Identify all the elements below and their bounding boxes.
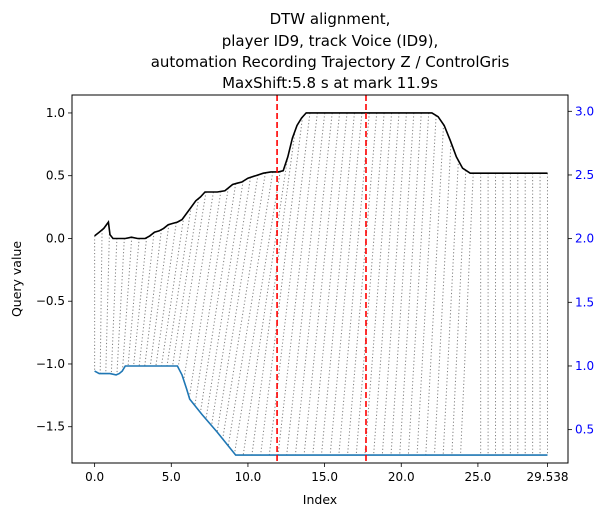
alignment-line	[460, 173, 474, 456]
y-tick-label: −1.0	[36, 357, 65, 371]
alignment-line	[172, 198, 200, 367]
alignment-line	[355, 112, 385, 456]
chart-title: DTW alignment, player ID9, track Voice (…	[151, 10, 510, 92]
alignment-line	[216, 174, 259, 433]
alignment-line	[277, 112, 318, 456]
alignment-line	[205, 181, 244, 420]
alignment-line	[183, 191, 214, 381]
marker-lines	[276, 95, 367, 463]
alignment-line	[407, 112, 430, 456]
alignment-line	[433, 142, 452, 456]
x-tick-label: 20.0	[388, 470, 415, 484]
alignment-line	[177, 191, 207, 368]
x-axis-label: Index	[303, 492, 337, 507]
alignment-line	[347, 112, 378, 456]
alignment-line	[222, 172, 266, 440]
y2-tick-label: 2.0	[575, 232, 594, 246]
alignment-line	[116, 238, 125, 375]
x-tick-label: 0.0	[85, 470, 104, 484]
alignment-line	[451, 170, 467, 456]
title-line-1: DTW alignment,	[270, 10, 391, 28]
alignment-line	[149, 224, 170, 367]
alignment-line	[227, 171, 274, 446]
alignment-line	[338, 112, 370, 456]
alignment-line	[268, 112, 311, 456]
alignment-line	[364, 112, 393, 456]
alignment-line	[105, 230, 110, 374]
x-tick-label: 29.538	[526, 470, 568, 484]
alignment-line	[303, 112, 341, 456]
alignment-line	[442, 160, 459, 456]
alignment-line	[160, 217, 185, 367]
x-tick-label: 15.0	[311, 470, 338, 484]
y2-tick-label: 3.0	[575, 104, 594, 118]
alignment-line	[416, 115, 437, 456]
y-axis-right: 3.0 2.5 2.0 1.5 1.0 0.5	[568, 104, 594, 437]
alignment-line	[199, 183, 237, 413]
alignment-line	[251, 130, 296, 456]
y-tick-label: 1.0	[46, 106, 65, 120]
alignment-line	[320, 112, 355, 456]
x-tick-label: 25.0	[465, 470, 492, 484]
alignment-lines	[94, 112, 548, 456]
alignment-line	[133, 237, 148, 367]
y2-tick-label: 1.5	[575, 295, 594, 309]
y-axis-left: 1.0 0.5 0.0 −0.5 −1.0 −1.5	[36, 106, 72, 434]
y-tick-label: 0.0	[46, 231, 65, 245]
alignment-line	[99, 229, 103, 374]
title-line-3: automation Recording Trajectory Z / Cont…	[151, 53, 510, 71]
alignment-line	[194, 187, 229, 406]
alignment-line	[144, 229, 162, 367]
alignment-line	[399, 112, 422, 456]
alignment-line	[234, 171, 281, 454]
x-axis: 0.0 5.0 10.0 15.0 20.0 25.0 29.538	[85, 463, 568, 484]
alignment-line	[390, 112, 415, 456]
y2-tick-label: 1.0	[575, 359, 594, 373]
alignment-line	[110, 238, 118, 374]
alignment-line	[260, 116, 303, 456]
alignment-line	[286, 112, 326, 456]
alignment-line	[425, 124, 445, 456]
alignment-line	[294, 112, 333, 456]
alignment-line	[329, 112, 363, 456]
series-layer	[94, 112, 548, 456]
alignment-line	[211, 177, 252, 426]
x-tick-label: 10.0	[235, 470, 262, 484]
y2-tick-label: 0.5	[575, 423, 594, 437]
alignment-line	[188, 191, 222, 398]
alignment-line	[373, 112, 400, 456]
title-line-2: player ID9, track Voice (ID9),	[222, 32, 439, 50]
y-tick-label: −1.5	[36, 420, 65, 434]
y-axis-label: Query value	[9, 241, 24, 317]
y-tick-label: −0.5	[36, 294, 65, 308]
query-series-line	[94, 112, 548, 240]
y-tick-label: 0.5	[46, 169, 65, 183]
alignment-line	[242, 157, 289, 456]
alignment-line	[138, 232, 155, 367]
reference-series-line	[94, 365, 548, 456]
alignment-line	[312, 112, 348, 456]
y2-tick-label: 2.5	[575, 168, 594, 182]
alignment-line	[381, 112, 407, 456]
title-line-4: MaxShift:5.8 s at mark 11.9s	[222, 74, 438, 92]
alignment-line	[166, 207, 192, 367]
x-tick-label: 5.0	[162, 470, 181, 484]
alignment-line	[155, 222, 177, 367]
plot-frame	[71, 94, 569, 464]
alignment-line	[121, 237, 133, 371]
alignment-line	[127, 238, 140, 367]
